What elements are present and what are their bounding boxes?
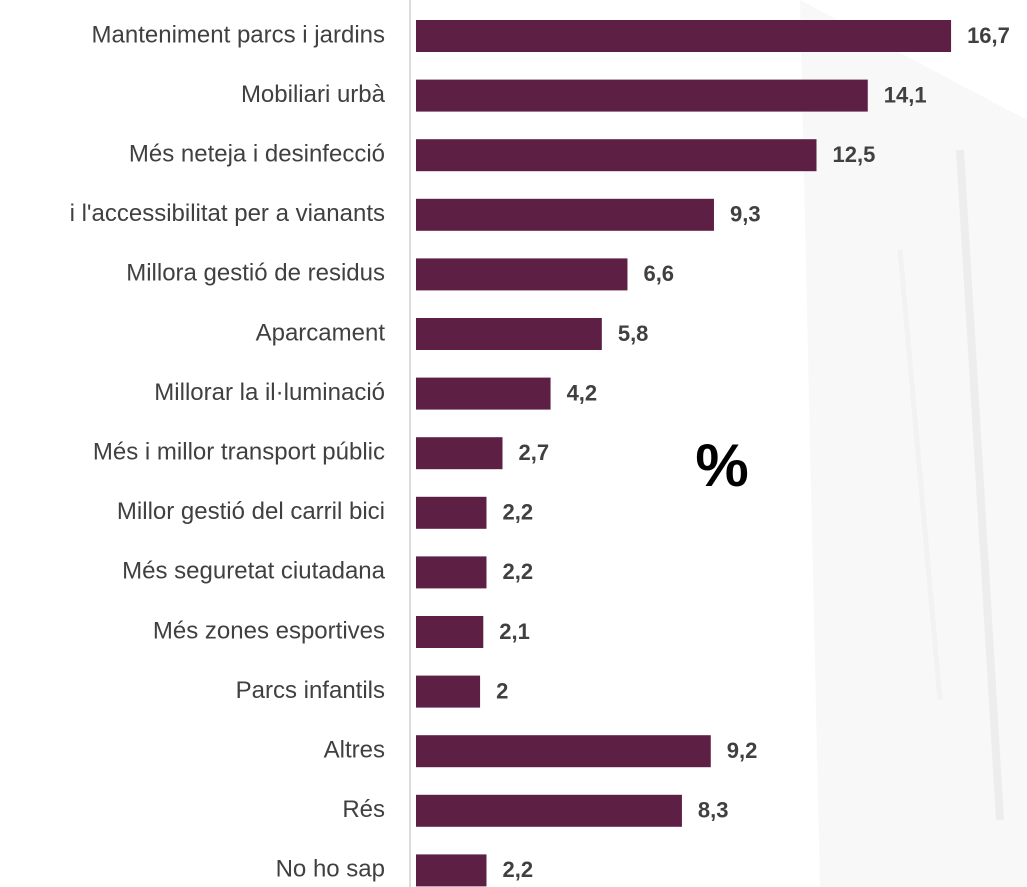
category-label: Millorar la il·luminació [154, 379, 385, 406]
value-label: 2,2 [502, 857, 533, 882]
category-label: Aparcament [256, 319, 386, 346]
bar [416, 258, 628, 291]
category-label: i l'accessibilitat per a vianants [70, 200, 385, 227]
category-label: Més neteja i desinfecció [129, 141, 385, 168]
background-shape [800, 0, 1027, 887]
bar [416, 616, 484, 648]
bar [416, 854, 487, 887]
value-label: 12,5 [833, 142, 876, 167]
category-label: Rés [342, 796, 385, 823]
bar [416, 139, 817, 172]
category-label: Millora gestió de residus [126, 260, 385, 287]
category-label: No ho sap [276, 856, 385, 883]
bar [416, 675, 481, 708]
annotation: % [695, 432, 748, 499]
bar [416, 198, 714, 231]
category-label: Altres [324, 737, 385, 764]
value-label: 8,3 [698, 798, 729, 823]
bar [416, 20, 952, 52]
category-label: Mobiliari urbà [241, 81, 386, 108]
value-label: 9,3 [730, 202, 761, 227]
category-label: Parcs infantils [236, 677, 385, 704]
value-label: 2,2 [502, 500, 533, 525]
bar [416, 556, 487, 589]
background-line [956, 149, 1004, 821]
category-label: Més i millor transport públic [93, 439, 385, 466]
bar [416, 735, 711, 768]
bar [416, 437, 503, 470]
category-label: Més seguretat ciutadana [122, 558, 385, 585]
category-label: Més zones esportives [153, 617, 385, 644]
bar [416, 794, 682, 827]
value-label: 14,1 [884, 82, 927, 107]
value-label: 2,2 [502, 559, 533, 584]
background-line [897, 249, 943, 701]
bar [416, 496, 487, 529]
value-label: 5,8 [618, 321, 649, 346]
value-label: 2 [496, 678, 508, 703]
bar [416, 377, 551, 410]
value-label: 4,2 [567, 380, 598, 405]
background-decoration [800, 0, 1027, 887]
bar [416, 79, 868, 112]
value-label: 16,7 [967, 23, 1010, 48]
category-label: Manteniment parcs i jardins [92, 21, 385, 48]
category-label: Millor gestió del carril bici [117, 498, 385, 525]
value-label: 2,1 [499, 619, 530, 644]
value-label: 2,7 [519, 440, 550, 465]
value-label: 9,2 [727, 738, 758, 763]
value-label: 6,6 [643, 261, 674, 286]
bar [416, 318, 602, 350]
